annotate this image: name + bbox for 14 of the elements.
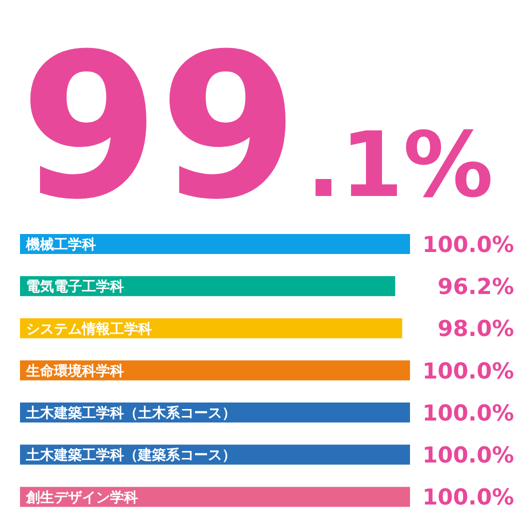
y-tick-label: 土木建築工学科（建築系コース） — [25, 448, 236, 464]
y-tick-label: 創生デザイン学科 — [25, 490, 138, 506]
data-label: 98.0% — [438, 317, 514, 342]
y-tick-label: システム情報工学科 — [26, 321, 152, 338]
data-label: 100.0% — [422, 359, 514, 384]
y-tick-label: 機械工学科 — [25, 236, 96, 253]
data-label: 100.0% — [422, 486, 514, 511]
y-tick-label: 土木建築工学科（土木系コース） — [25, 406, 236, 422]
data-label: 100.0% — [422, 401, 514, 426]
data-label: 100.0% — [422, 444, 514, 469]
data-label: 100.0% — [422, 232, 514, 258]
data-label: 96.2% — [438, 275, 514, 300]
y-tick-label: 生命環境科学科 — [25, 362, 124, 380]
y-tick-label: 電気電子工学科 — [26, 279, 124, 296]
